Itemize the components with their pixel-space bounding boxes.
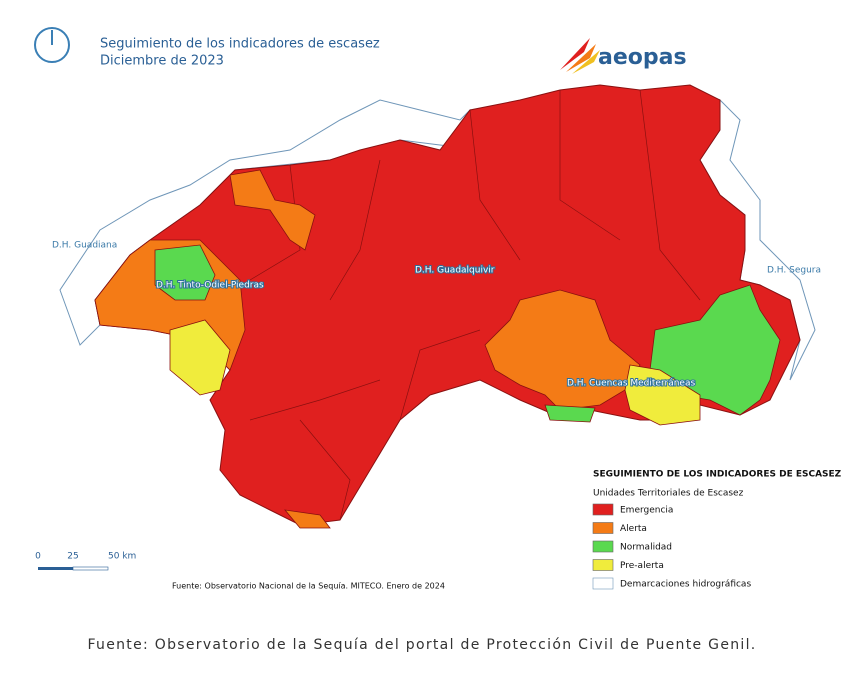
unit-borders [249, 89, 701, 521]
prealerta-donana [169, 319, 231, 396]
alerta-tarifa [284, 509, 331, 529]
normalidad-coast [544, 404, 596, 423]
scale-label: 50 km [108, 552, 136, 562]
legend-swatch [592, 540, 614, 553]
legend-label: Emergencia [620, 506, 673, 516]
normalidad-tinto [154, 244, 216, 301]
scale-segment [38, 567, 73, 570]
region-label: D.H. Cuencas Mediterráneas [567, 379, 695, 389]
header-title: Seguimiento de los indicadores de escase… [100, 37, 380, 52]
scale-label: 0 [35, 552, 41, 562]
legend-label: Normalidad [620, 543, 672, 553]
region-label: D.H. Tinto-Odiel-Piedras [156, 281, 264, 291]
legend-label: Alerta [620, 524, 647, 534]
logo-text: aeopas [598, 45, 687, 70]
legend-swatch [592, 503, 614, 516]
legend-title: SEGUIMIENTO DE LOS INDICADORES DE ESCASE… [593, 470, 842, 480]
aeopas-mark [560, 38, 600, 74]
legend-subtitle: Unidades Territoriales de Escasez [593, 489, 744, 499]
header-subtitle: Diciembre de 2023 [100, 54, 224, 69]
region-label: D.H. Guadalquivir [415, 266, 495, 276]
scale-bar: 0 25 50 km [35, 552, 136, 571]
map-source: Fuente: Observatorio Nacional de la Sequ… [172, 582, 445, 591]
legend-label: Pre-alerta [620, 561, 664, 571]
legend-swatch [592, 577, 614, 590]
legend-label: Demarcaciones hidrográficas [620, 580, 751, 590]
region-label: D.H. Guadiana [52, 241, 117, 251]
legend: Emergencia Alerta Normalidad Pre-alerta Dema… [592, 503, 751, 590]
legend-swatch [592, 522, 614, 534]
legend-swatch [592, 559, 614, 571]
region-label: D.H. Segura [767, 266, 821, 276]
alerta-north [229, 169, 316, 251]
prealerta-coast [624, 364, 701, 426]
scale-segment [72, 566, 109, 571]
caption: Fuente: Observatorio de la Sequía del po… [87, 637, 756, 653]
scale-label: 25 [67, 552, 78, 562]
logo-icon [34, 27, 70, 63]
